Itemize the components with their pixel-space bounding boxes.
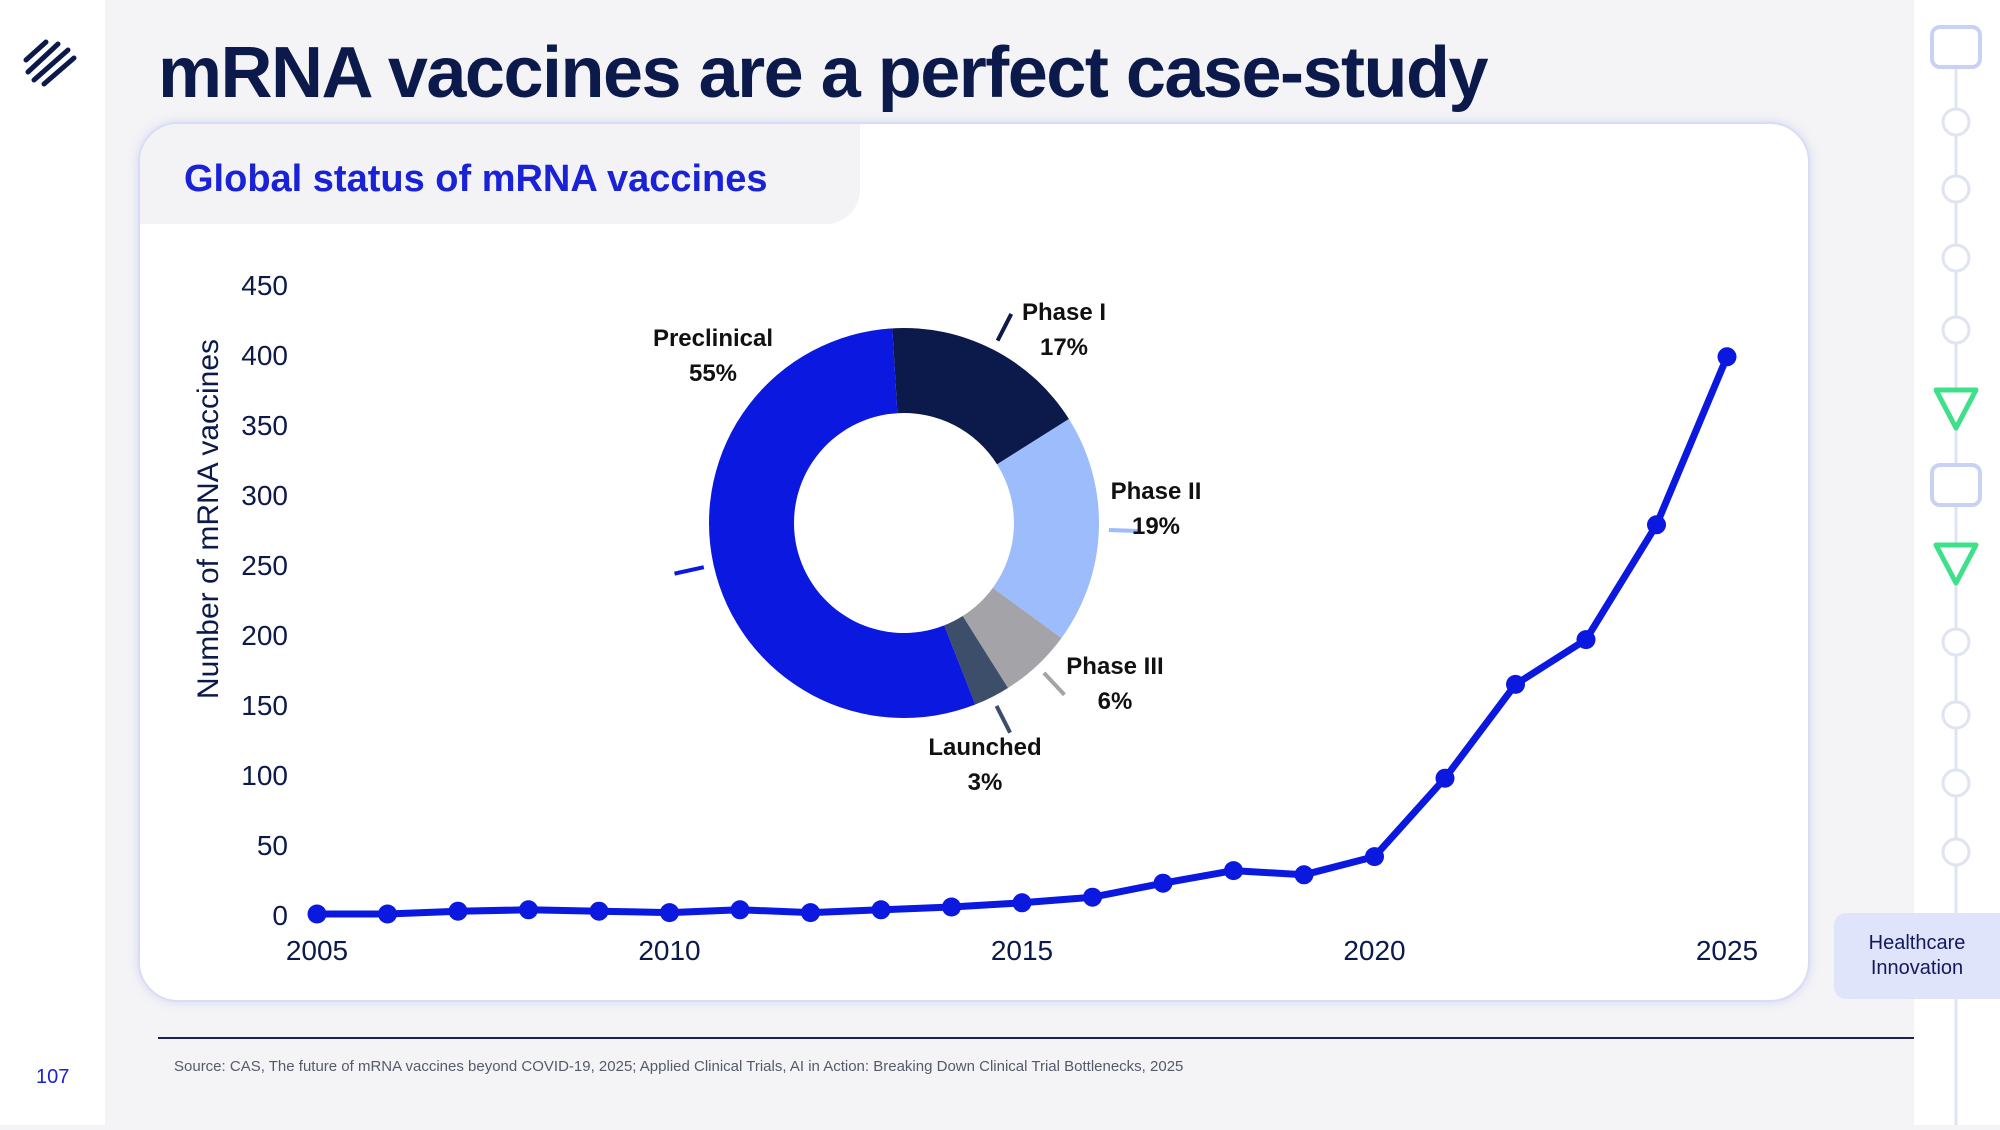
- y-tick-label: 250: [241, 550, 288, 581]
- card-header-tab: [140, 124, 860, 224]
- slice-leader-line: [1108, 528, 1139, 534]
- mrna-vaccines-chart: 0 50 100 150 200 250 300 350 400 450 2005 2010 2015…: [192, 270, 1758, 966]
- donut-slice: [992, 418, 1099, 639]
- diagonal-stripes-logo-icon: [23, 39, 77, 87]
- data-point: [1435, 768, 1455, 788]
- y-tick-label: 200: [241, 620, 288, 651]
- slice-label: Preclinical: [653, 325, 773, 352]
- y-tick-label: 50: [257, 830, 288, 861]
- slice-leader-line: [674, 565, 705, 576]
- x-tick-label: 2010: [638, 935, 700, 966]
- circle-icon[interactable]: [1941, 315, 1971, 345]
- data-point: [1647, 515, 1666, 535]
- slice-leader-line: [1042, 671, 1066, 697]
- slice-label: Phase I: [1022, 299, 1106, 326]
- footer-divider: [158, 1037, 1914, 1039]
- triangle-down-icon[interactable]: [1933, 387, 1979, 431]
- data-point: [1365, 847, 1384, 867]
- data-point: [589, 901, 609, 921]
- y-tick-label: 300: [241, 480, 288, 511]
- y-tick-label: 100: [241, 760, 288, 791]
- progress-track: [1930, 25, 1982, 1125]
- data-point: [1012, 893, 1032, 913]
- data-point: [448, 901, 468, 921]
- section-badge[interactable]: Healthcare Innovation: [1834, 913, 2000, 999]
- y-tick-label: 450: [241, 270, 288, 301]
- y-axis-label: Number of mRNA vaccines: [192, 339, 225, 699]
- data-point: [1294, 865, 1314, 885]
- circle-icon[interactable]: [1941, 243, 1971, 273]
- donut-slice: [962, 587, 1062, 688]
- data-point: [1224, 861, 1243, 881]
- circle-icon[interactable]: [1941, 768, 1971, 798]
- data-point: [1576, 630, 1596, 650]
- circle-icon[interactable]: [1941, 700, 1971, 730]
- data-point: [1506, 674, 1525, 694]
- x-tick-label: 2015: [991, 935, 1053, 966]
- source-note: Source: CAS, The future of mRNA vaccines…: [174, 1058, 1184, 1075]
- data-point: [1153, 873, 1173, 893]
- triangle-down-icon[interactable]: [1933, 542, 1979, 586]
- page-number: 107: [36, 1066, 70, 1088]
- rounded-square-icon[interactable]: [1930, 463, 1982, 507]
- data-point: [519, 900, 538, 920]
- chart-card: Global status of mRNA vaccines 0 50 100 150…: [138, 122, 1810, 1002]
- circle-icon[interactable]: [1941, 627, 1971, 657]
- left-rail: 107: [0, 0, 105, 1125]
- slice-leader-line: [994, 705, 1012, 734]
- y-tick-label: 0: [272, 900, 288, 931]
- y-tick-label: 400: [241, 340, 288, 371]
- slice-percent: 17%: [1040, 334, 1088, 361]
- donut-slice: [944, 616, 1009, 705]
- rounded-square-icon[interactable]: [1930, 25, 1982, 69]
- donut-slice: [709, 328, 976, 718]
- slice-leader-line: [995, 313, 1014, 342]
- slice-label: Phase III: [1066, 653, 1163, 680]
- x-tick-label: 2005: [286, 935, 348, 966]
- y-tick-label: 350: [241, 410, 288, 441]
- slice-percent: 19%: [1132, 513, 1180, 540]
- card-title: Global status of mRNA vaccines: [184, 158, 768, 200]
- slice-percent: 55%: [689, 360, 737, 387]
- circle-icon[interactable]: [1941, 837, 1971, 867]
- section-badge-line-2: Innovation: [1870, 957, 1964, 979]
- data-point: [730, 900, 750, 920]
- slice-percent: 6%: [1098, 688, 1133, 715]
- data-point: [660, 903, 679, 923]
- section-badge-line-1: Healthcare: [1868, 932, 1966, 954]
- slice-label: Launched: [928, 734, 1041, 761]
- x-tick-label: 2025: [1696, 935, 1758, 966]
- circle-icon[interactable]: [1941, 174, 1971, 204]
- data-point: [307, 904, 327, 924]
- data-point: [801, 903, 820, 923]
- slice-percent: 3%: [968, 769, 1003, 796]
- donut-slice: [892, 328, 1069, 465]
- data-point: [942, 897, 961, 917]
- slide-title: mRNA vaccines are a perfect case-study: [158, 33, 1489, 113]
- data-point: [1083, 887, 1102, 907]
- circle-icon[interactable]: [1941, 107, 1971, 137]
- x-tick-label: 2020: [1343, 935, 1405, 966]
- data-point: [378, 904, 397, 924]
- slice-label: Phase II: [1111, 478, 1202, 505]
- y-tick-label: 150: [241, 690, 288, 721]
- data-point: [871, 900, 891, 920]
- data-point: [1717, 347, 1737, 367]
